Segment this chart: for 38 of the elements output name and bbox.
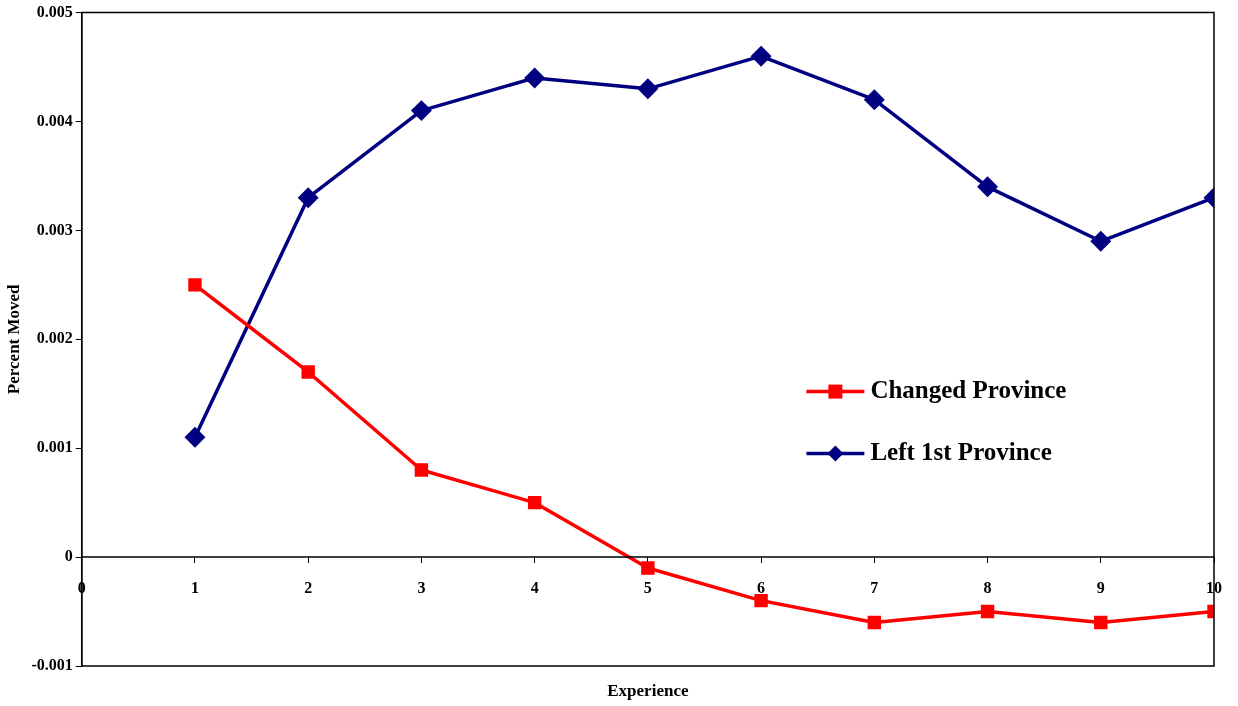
y-tick-label: 0.001: [36, 438, 73, 456]
point: [298, 187, 318, 208]
x-tick-label: 4: [530, 578, 539, 596]
y-tick-label: -0.001: [31, 656, 73, 674]
point: [1091, 231, 1111, 252]
x-tick-label: 2: [304, 578, 313, 596]
x-tick-label: 7: [870, 578, 879, 596]
point: [864, 89, 885, 110]
y-axis-title: Percent Moved: [3, 283, 23, 395]
point: [867, 615, 882, 630]
point: [414, 463, 429, 477]
x-tick-label: 8: [983, 578, 992, 596]
point: [638, 79, 658, 99]
point: [980, 604, 995, 619]
y-tick-label: 0.005: [36, 2, 73, 20]
y-tick-label: 0: [64, 547, 73, 565]
x-tick-label: 6: [757, 578, 766, 596]
point: [527, 495, 542, 510]
point: [524, 68, 545, 88]
point: [1094, 615, 1108, 630]
point: [411, 100, 432, 121]
x-tick-label: 3: [417, 578, 426, 596]
x-axis-title: Experience: [607, 680, 689, 700]
legend-label: Left 1st Province: [870, 438, 1052, 466]
point: [185, 427, 205, 448]
point: [754, 593, 768, 608]
y-tick-label: 0.002: [36, 329, 73, 347]
legend-label: Changed Province: [870, 376, 1067, 404]
point: [977, 177, 998, 197]
y-tick-label: 0.004: [36, 111, 73, 129]
point: [751, 46, 771, 66]
point: [301, 365, 315, 379]
point: [188, 278, 202, 292]
x-tick-label: 9: [1096, 578, 1105, 596]
point: [641, 561, 655, 575]
x-tick-label: 5: [643, 578, 652, 596]
x-tick-label: 1: [190, 578, 199, 596]
y-tick-label: 0.003: [36, 220, 73, 238]
